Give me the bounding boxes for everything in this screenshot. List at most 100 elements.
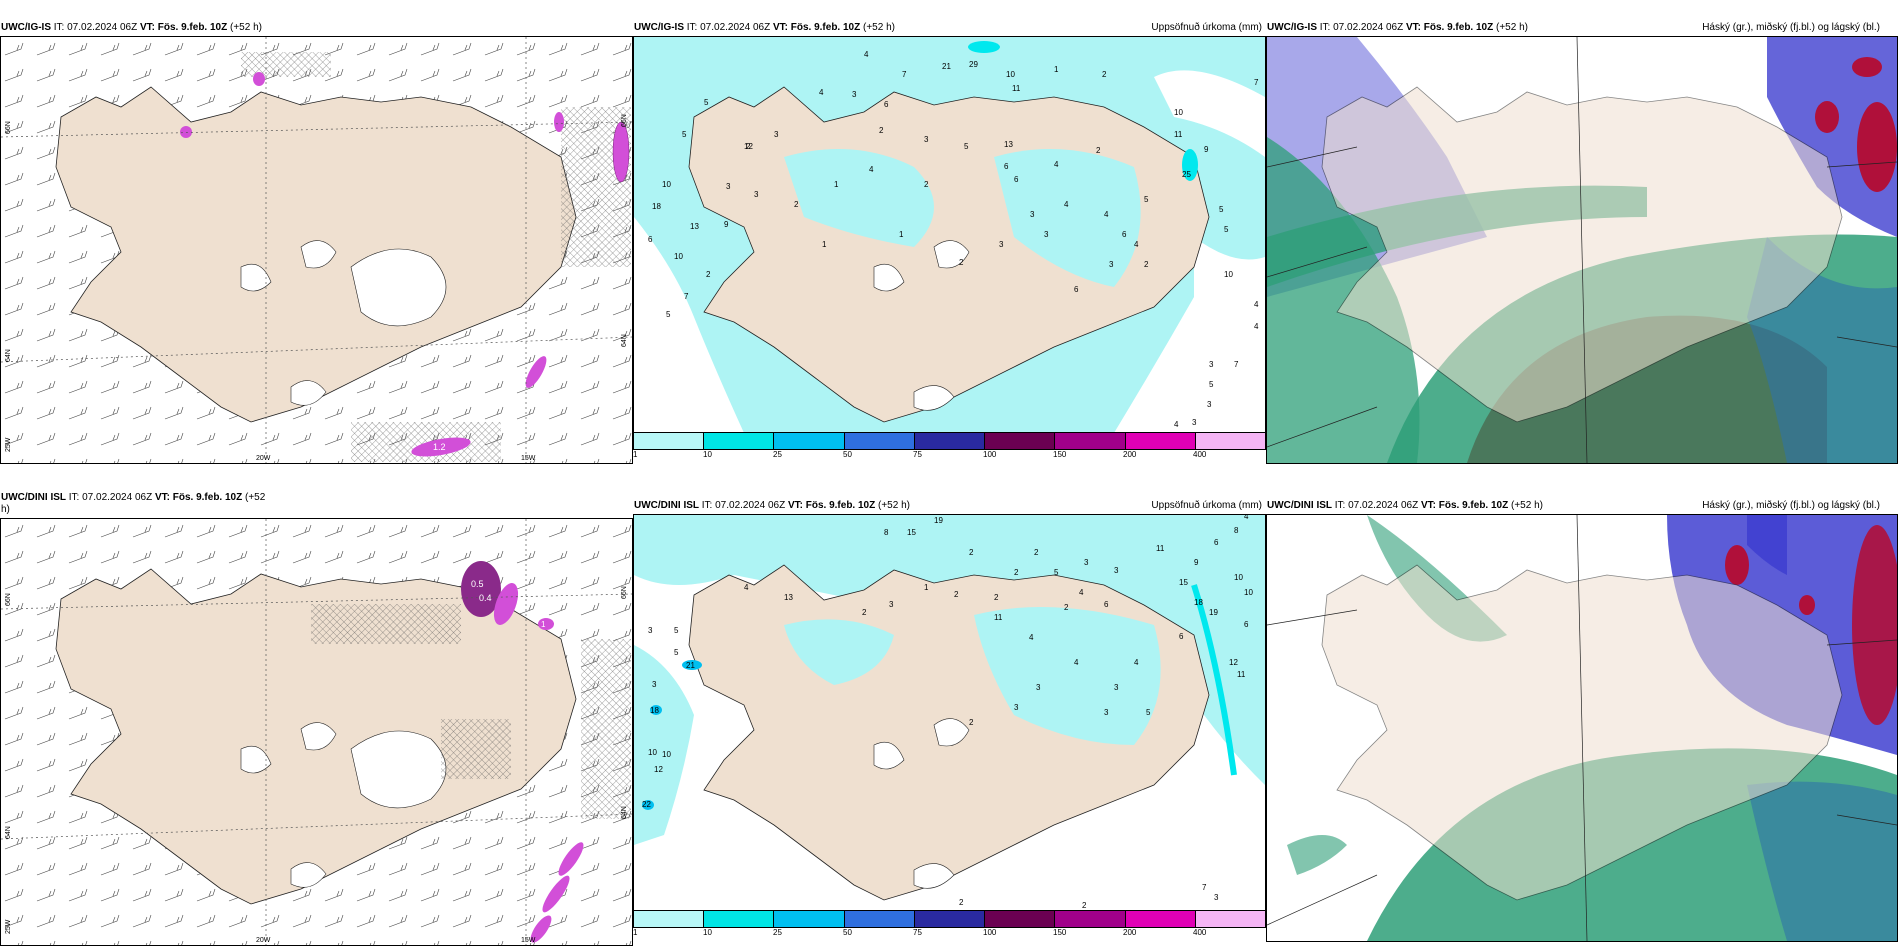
colorbar-swatch: [844, 433, 915, 449]
colorbar-swatch: [1195, 433, 1265, 449]
svg-text:6: 6: [1074, 285, 1079, 294]
panel-title: UWC/IG-IS IT: 07.02.2024 06Z VT: Fös. 9.…: [1, 22, 262, 33]
svg-text:10: 10: [1224, 270, 1233, 279]
svg-text:3: 3: [726, 182, 731, 191]
svg-text:3: 3: [924, 135, 929, 144]
map-precip-bottom[interactable]: 8 15 19 8 6 4 2 2 11 3 3 4 2 2 6 1 2 2 2…: [633, 514, 1266, 912]
svg-text:3: 3: [1109, 260, 1114, 269]
svg-text:25: 25: [1182, 170, 1191, 179]
lon-label-15w: 15W: [521, 455, 536, 462]
svg-text:1: 1: [1054, 65, 1059, 74]
map-wind-top[interactable]: 66N 64N 25W 20W 15W 66N 64N 1.2: [0, 36, 633, 464]
svg-text:29: 29: [969, 60, 978, 69]
svg-text:5: 5: [1146, 708, 1151, 717]
right-lat-66: 66N: [621, 586, 628, 599]
svg-text:2: 2: [959, 258, 964, 267]
map-precip-top[interactable]: 4 7 21 29 10 11 1 2 7 5 5 3 6 4 3 2 12 1…: [633, 36, 1266, 434]
svg-text:2: 2: [959, 898, 964, 907]
contour-label: 1: [541, 620, 546, 629]
svg-text:5: 5: [964, 142, 969, 151]
svg-text:4: 4: [1254, 322, 1259, 331]
panel-right-title: Háský (gr.), miðský (fj.bl.) og lágský (…: [1702, 500, 1880, 511]
svg-text:1: 1: [822, 240, 827, 249]
svg-text:3: 3: [999, 240, 1004, 249]
svg-text:2: 2: [969, 718, 974, 727]
lon-label-25w: 25W: [5, 437, 12, 452]
panel-right-title: Háský (gr.), miðský (fj.bl.) og lágský (…: [1702, 22, 1880, 33]
map-wind-bottom[interactable]: 66N 64N 25W 20W 15W 66N 64N 0.5 0.4 1: [0, 518, 633, 946]
colorbar-swatch: [1055, 433, 1126, 449]
svg-text:1: 1: [899, 230, 904, 239]
svg-text:11: 11: [1012, 84, 1021, 93]
svg-text:8: 8: [884, 528, 889, 537]
svg-text:3: 3: [852, 90, 857, 99]
svg-text:4: 4: [1054, 160, 1059, 169]
svg-text:10: 10: [1234, 573, 1243, 582]
panel-bottom-middle-precip: UWC/DINI ISL IT: 07.02.2024 06Z VT: Fös.…: [633, 494, 1266, 944]
svg-text:3: 3: [1214, 893, 1219, 902]
colorbar-swatch: [985, 911, 1056, 927]
svg-text:4: 4: [1134, 658, 1139, 667]
colorbar-swatch: [774, 433, 845, 449]
colorbar-bottom: [633, 910, 1266, 928]
svg-text:18: 18: [650, 706, 659, 715]
svg-text:2: 2: [1102, 70, 1107, 79]
svg-text:2: 2: [746, 142, 751, 151]
precip-values: 4 7 21 29 10 11 1 2 7 5 5 3 6 4 3 2 12 1…: [648, 50, 1259, 429]
svg-text:2: 2: [1064, 603, 1069, 612]
svg-text:3: 3: [754, 190, 759, 199]
svg-text:4: 4: [1079, 588, 1084, 597]
colorbar-swatch: [704, 433, 775, 449]
svg-text:4: 4: [1174, 420, 1179, 429]
svg-text:7: 7: [1234, 360, 1239, 369]
svg-text:4: 4: [819, 88, 824, 97]
panel-title-line2: h): [1, 504, 10, 515]
colorbar-ticks-bottom: 1 10 25 50 75 100 150 200 400: [633, 928, 1207, 937]
svg-text:3: 3: [1084, 558, 1089, 567]
svg-text:2: 2: [879, 126, 884, 135]
svg-text:3: 3: [1036, 683, 1041, 692]
right-lat-64: 64N: [621, 334, 628, 347]
svg-text:2: 2: [994, 593, 999, 602]
svg-text:3: 3: [1209, 360, 1214, 369]
panel-bottom-left-wind: UWC/DINI ISL IT: 07.02.2024 06Z VT: Fös.…: [0, 492, 633, 946]
svg-text:22: 22: [642, 800, 651, 809]
right-lat-66: 66N: [621, 114, 628, 127]
panel-bottom-right-clouds: UWC/DINI ISL IT: 07.02.2024 06Z VT: Fös.…: [1266, 494, 1900, 944]
colorbar-swatch: [985, 433, 1056, 449]
lon-label-25w: 25W: [5, 919, 12, 934]
svg-text:3: 3: [1192, 418, 1197, 427]
colorbar-ticks-top: 1 10 25 50 75 100 150 200 400: [633, 450, 1207, 459]
svg-text:4: 4: [864, 50, 869, 59]
svg-text:2: 2: [706, 270, 711, 279]
map-clouds-top[interactable]: [1266, 36, 1898, 464]
map-clouds-bottom[interactable]: [1266, 514, 1898, 942]
panel-top-middle-precip: UWC/IG-IS IT: 07.02.2024 06Z VT: Fös. 9.…: [633, 14, 1266, 464]
colorbar-swatch: [1125, 433, 1196, 449]
svg-text:15: 15: [1179, 578, 1188, 587]
colorbar-swatch: [1055, 911, 1126, 927]
panel-title: UWC/DINI ISL IT: 07.02.2024 06Z VT: Fös.…: [1, 492, 266, 503]
svg-text:12: 12: [654, 765, 663, 774]
svg-text:2: 2: [794, 200, 799, 209]
svg-text:13: 13: [1004, 140, 1013, 149]
colorbar-swatch: [844, 911, 915, 927]
svg-text:18: 18: [652, 202, 661, 211]
svg-text:4: 4: [744, 583, 749, 592]
svg-text:5: 5: [674, 648, 679, 657]
svg-text:4: 4: [869, 165, 874, 174]
colorbar-swatch: [914, 433, 986, 449]
colorbar-swatch: [774, 911, 845, 927]
svg-text:13: 13: [784, 593, 793, 602]
map-svg: [1267, 37, 1897, 463]
svg-text:3: 3: [774, 130, 779, 139]
svg-text:5: 5: [1224, 225, 1229, 234]
svg-text:3: 3: [652, 680, 657, 689]
svg-text:21: 21: [686, 661, 695, 670]
svg-text:3: 3: [1044, 230, 1049, 239]
svg-text:9: 9: [724, 220, 729, 229]
svg-text:6: 6: [1004, 162, 1009, 171]
panel-title: UWC/IG-IS IT: 07.02.2024 06Z VT: Fös. 9.…: [634, 22, 895, 33]
panel-top-right-clouds: UWC/IG-IS IT: 07.02.2024 06Z VT: Fös. 9.…: [1266, 14, 1900, 464]
svg-text:11: 11: [1156, 544, 1165, 553]
